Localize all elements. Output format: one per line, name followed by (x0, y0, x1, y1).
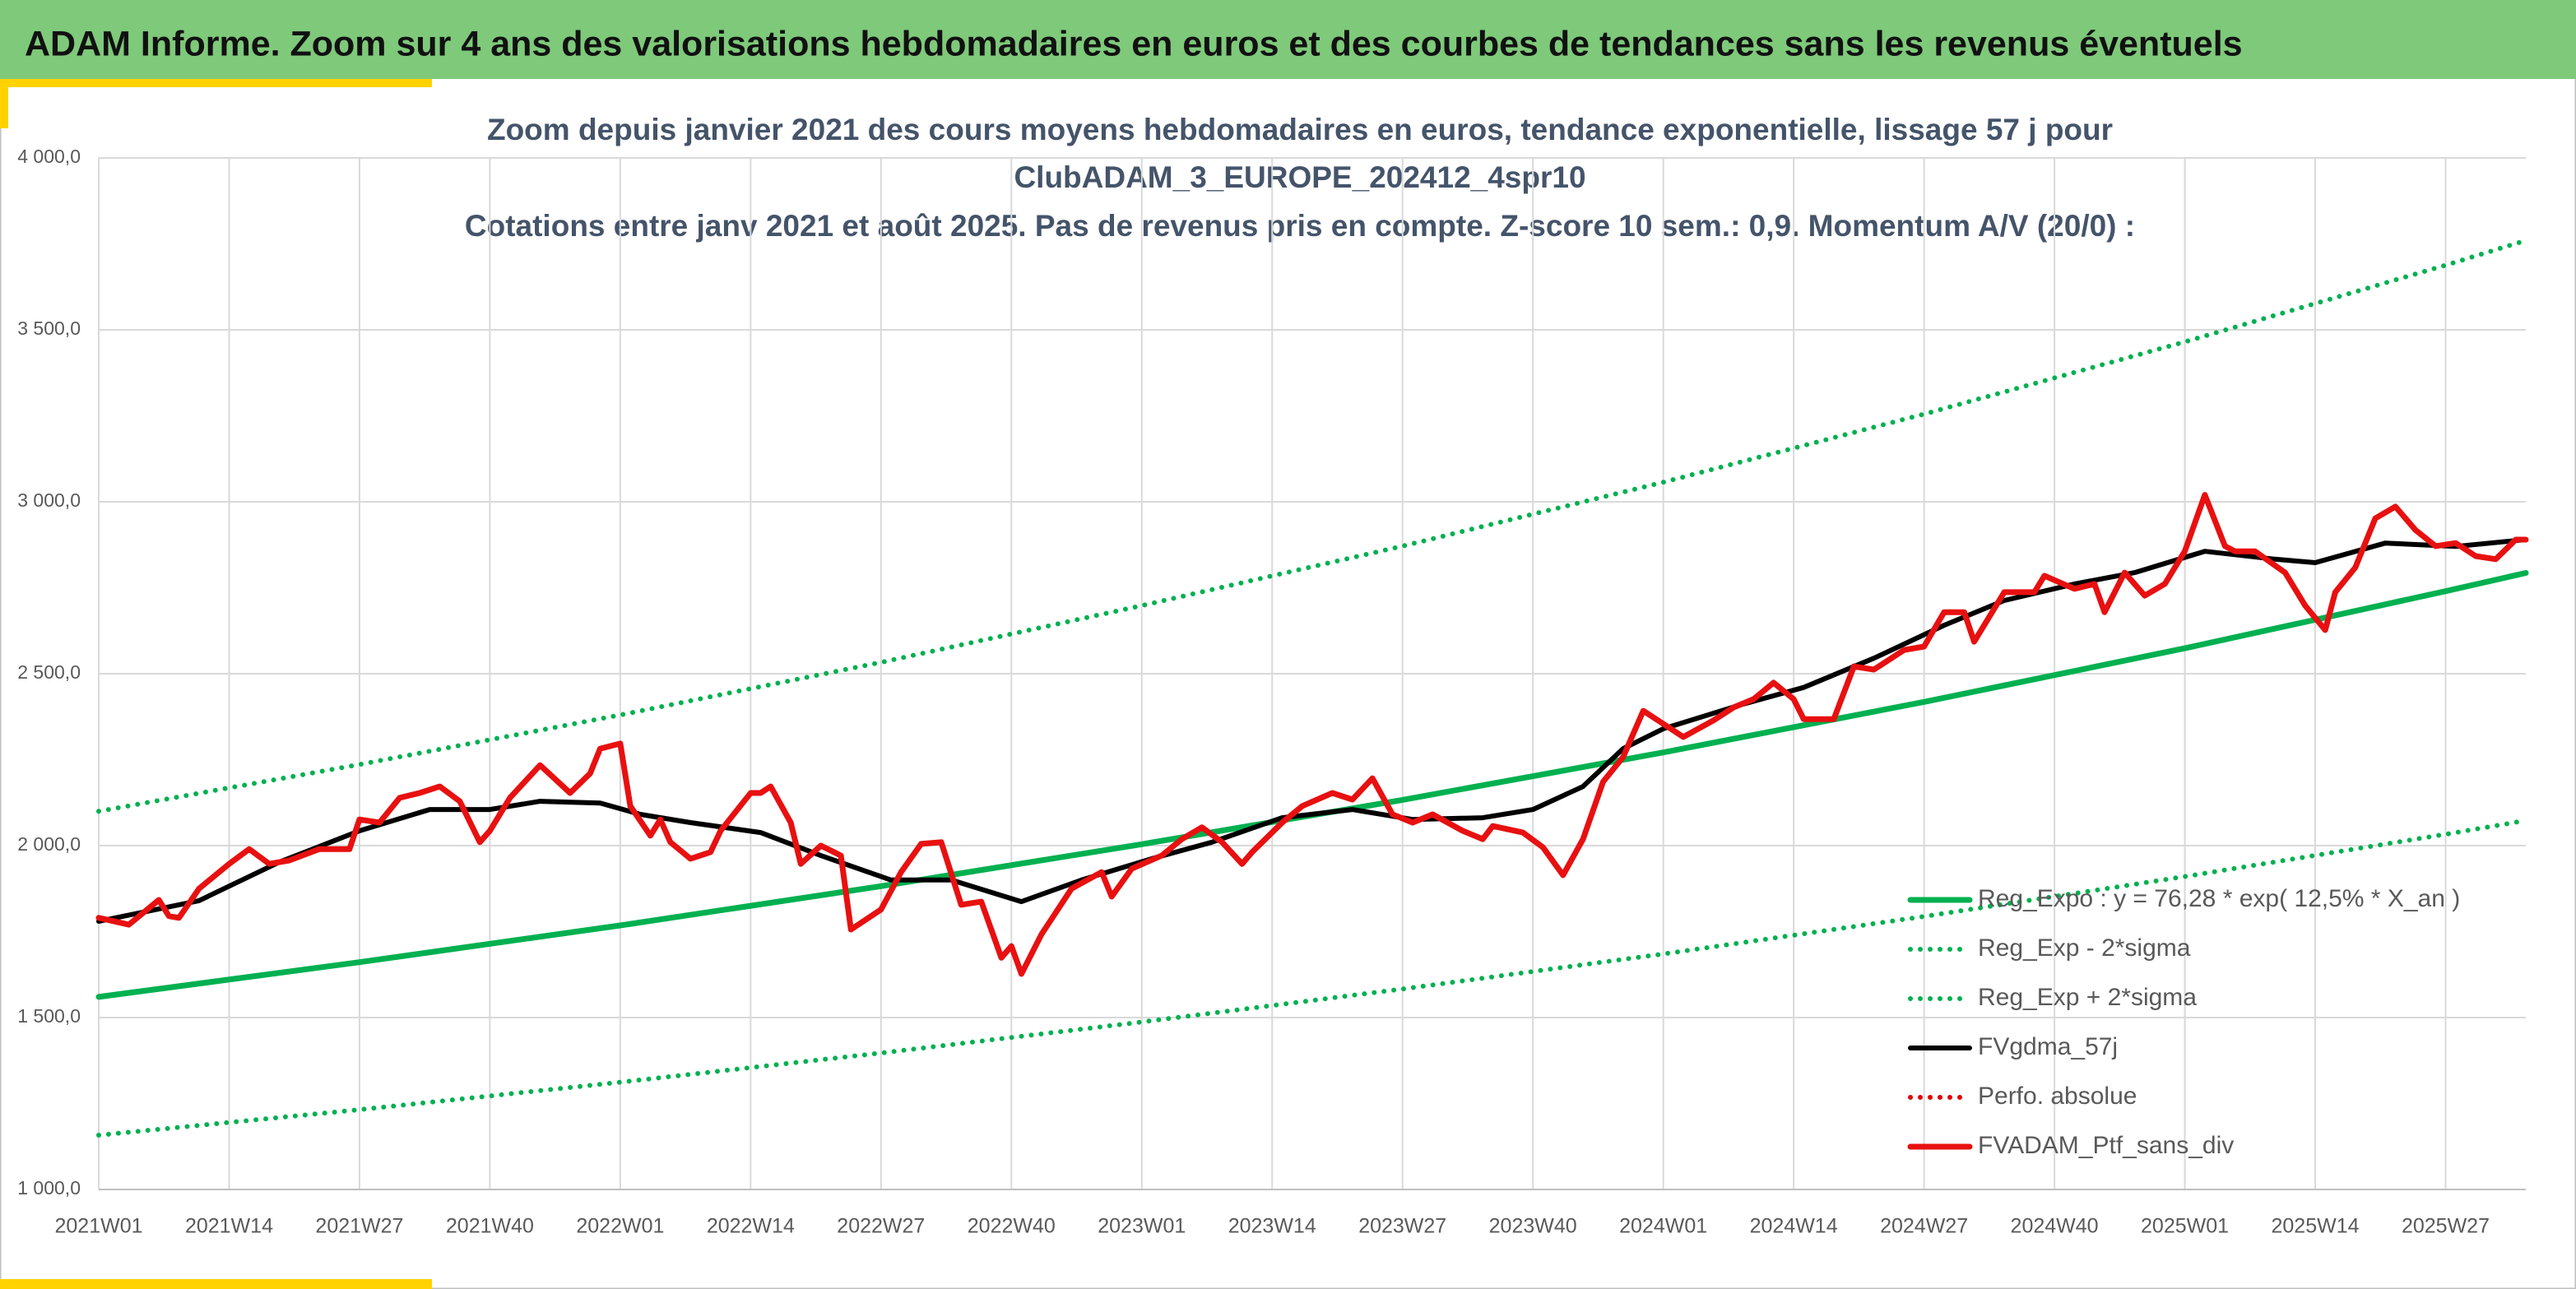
y-tick-label: 3 000,0 (17, 489, 81, 511)
x-tick-label: 2022W01 (576, 1215, 664, 1238)
legend-label: FVADAM_Ptf_sans_div (1978, 1132, 2234, 1159)
chart-title: ClubADAM_3_EUROPE_202412_4spr10 (1014, 160, 1585, 194)
x-tick-label: 2023W40 (1489, 1215, 1577, 1238)
x-tick-label: 2024W27 (1880, 1215, 1968, 1238)
y-tick-label: 4 000,0 (17, 146, 81, 167)
x-tick-label: 2023W01 (1098, 1215, 1186, 1238)
legend-label: Perfo. absolue (1978, 1083, 2137, 1110)
y-tick-label: 2 500,0 (17, 661, 81, 683)
chart-title: Cotations entre janv 2021 et août 2025. … (465, 209, 2135, 243)
y-tick-label: 2 000,0 (17, 833, 81, 855)
legend-label: Reg_Exp + 2*sigma (1978, 984, 2197, 1011)
x-tick-label: 2021W40 (446, 1215, 534, 1238)
series-line (95, 492, 2529, 977)
accent (0, 79, 432, 87)
legend-label: Reg_Expo : y = 76,28 * exp( 12,5% * X_an… (1978, 885, 2460, 912)
y-tick-label: 3 500,0 (17, 318, 81, 339)
x-tick-label: 2025W14 (2271, 1215, 2359, 1238)
series-line (95, 570, 2529, 1000)
x-tick-label: 2022W40 (968, 1215, 1056, 1238)
header-title: ADAM Informe. Zoom sur 4 ans des valoris… (25, 24, 2243, 63)
chart-title: Zoom depuis janvier 2021 des cours moyen… (487, 113, 2113, 146)
x-tick-label: 2021W14 (185, 1215, 273, 1238)
x-tick-label: 2024W14 (1750, 1215, 1838, 1238)
x-tick-label: 2024W40 (2011, 1215, 2099, 1238)
x-tick-label: 2025W01 (2141, 1215, 2229, 1238)
x-tick-label: 2025W27 (2402, 1215, 2490, 1238)
y-tick-label: 1 500,0 (17, 1005, 81, 1027)
header-bar (0, 0, 2576, 79)
legend-label: Reg_Exp - 2*sigma (1978, 934, 2191, 962)
x-tick-label: 2023W27 (1358, 1215, 1446, 1238)
x-tick-label: 2023W14 (1228, 1215, 1316, 1238)
series-line (96, 818, 2528, 1138)
accent (0, 79, 8, 128)
x-tick-label: 2022W14 (707, 1215, 795, 1238)
y-tick-label: 1 000,0 (17, 1177, 81, 1199)
x-tick-label: 2021W27 (315, 1215, 403, 1238)
series-line (96, 537, 2528, 924)
x-tick-label: 2022W27 (837, 1215, 925, 1238)
legend-label: FVgdma_57j (1978, 1033, 2118, 1060)
accent (0, 1279, 432, 1289)
x-tick-label: 2024W01 (1619, 1215, 1707, 1238)
series-line (96, 238, 2528, 814)
x-tick-label: 2021W01 (54, 1215, 142, 1238)
